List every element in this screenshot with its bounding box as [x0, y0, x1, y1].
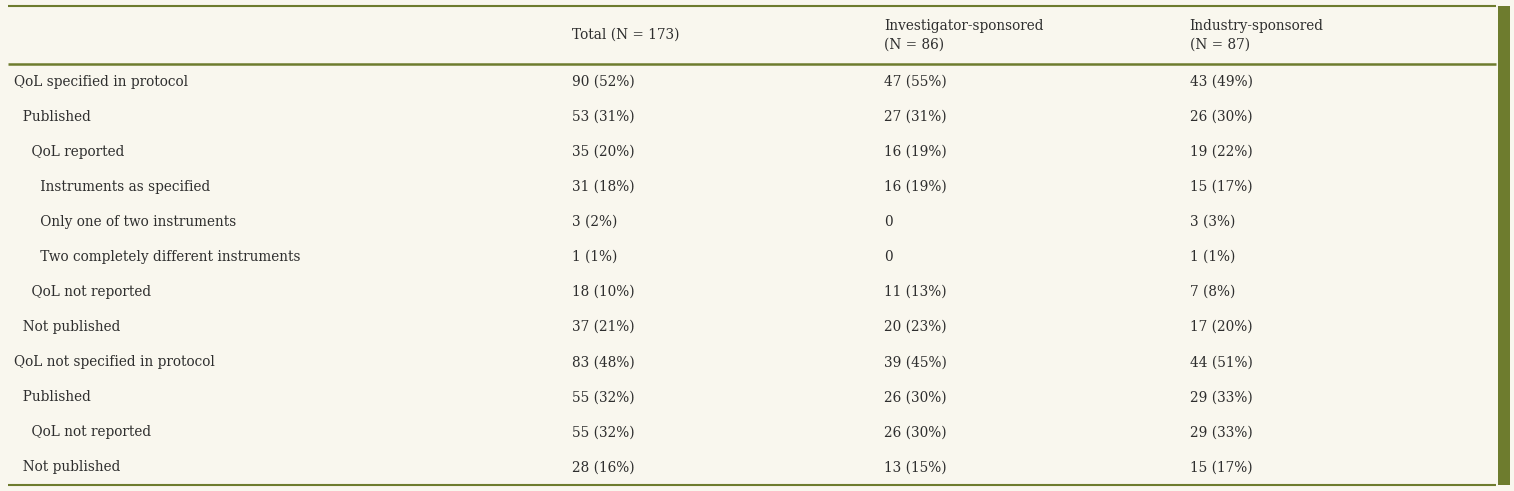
Text: Not published: Not published [14, 320, 121, 334]
Text: 26 (30%): 26 (30%) [884, 425, 948, 439]
Text: 29 (33%): 29 (33%) [1190, 390, 1252, 404]
Text: Published: Published [14, 109, 91, 124]
Text: 55 (32%): 55 (32%) [572, 390, 634, 404]
Text: QoL not reported: QoL not reported [14, 285, 151, 299]
Text: 19 (22%): 19 (22%) [1190, 145, 1252, 159]
Text: 20 (23%): 20 (23%) [884, 320, 948, 334]
Text: 29 (33%): 29 (33%) [1190, 425, 1252, 439]
Text: Not published: Not published [14, 461, 121, 474]
Text: 1 (1%): 1 (1%) [572, 250, 618, 264]
Text: Two completely different instruments: Two completely different instruments [14, 250, 300, 264]
Text: 44 (51%): 44 (51%) [1190, 355, 1252, 369]
Text: 18 (10%): 18 (10%) [572, 285, 634, 299]
Text: Published: Published [14, 390, 91, 404]
Text: Only one of two instruments: Only one of two instruments [14, 215, 236, 229]
Text: 43 (49%): 43 (49%) [1190, 75, 1252, 88]
Text: Investigator-sponsored
(N = 86): Investigator-sponsored (N = 86) [884, 19, 1045, 51]
Text: 11 (13%): 11 (13%) [884, 285, 948, 299]
Text: 16 (19%): 16 (19%) [884, 180, 948, 194]
Text: 3 (3%): 3 (3%) [1190, 215, 1235, 229]
Text: 31 (18%): 31 (18%) [572, 180, 634, 194]
Text: QoL not reported: QoL not reported [14, 425, 151, 439]
Text: Total (N = 173): Total (N = 173) [572, 28, 680, 42]
Text: QoL reported: QoL reported [14, 145, 124, 159]
Text: Instruments as specified: Instruments as specified [14, 180, 210, 194]
Text: 27 (31%): 27 (31%) [884, 109, 948, 124]
Text: QoL specified in protocol: QoL specified in protocol [14, 75, 188, 88]
Text: 17 (20%): 17 (20%) [1190, 320, 1252, 334]
Text: 15 (17%): 15 (17%) [1190, 461, 1252, 474]
Text: 47 (55%): 47 (55%) [884, 75, 948, 88]
Text: 28 (16%): 28 (16%) [572, 461, 634, 474]
Text: 3 (2%): 3 (2%) [572, 215, 618, 229]
Text: 15 (17%): 15 (17%) [1190, 180, 1252, 194]
Text: Industry-sponsored
(N = 87): Industry-sponsored (N = 87) [1190, 19, 1323, 51]
Text: 39 (45%): 39 (45%) [884, 355, 948, 369]
Text: 53 (31%): 53 (31%) [572, 109, 634, 124]
Text: 16 (19%): 16 (19%) [884, 145, 948, 159]
Text: 90 (52%): 90 (52%) [572, 75, 634, 88]
Text: 35 (20%): 35 (20%) [572, 145, 634, 159]
Text: 26 (30%): 26 (30%) [884, 390, 948, 404]
Bar [1497, 6, 1509, 485]
Text: 13 (15%): 13 (15%) [884, 461, 948, 474]
Text: 83 (48%): 83 (48%) [572, 355, 634, 369]
Text: 0: 0 [884, 215, 893, 229]
Text: 26 (30%): 26 (30%) [1190, 109, 1252, 124]
Text: QoL not specified in protocol: QoL not specified in protocol [14, 355, 215, 369]
Text: 7 (8%): 7 (8%) [1190, 285, 1235, 299]
Text: 37 (21%): 37 (21%) [572, 320, 634, 334]
Text: 1 (1%): 1 (1%) [1190, 250, 1235, 264]
Text: 55 (32%): 55 (32%) [572, 425, 634, 439]
Text: 0: 0 [884, 250, 893, 264]
